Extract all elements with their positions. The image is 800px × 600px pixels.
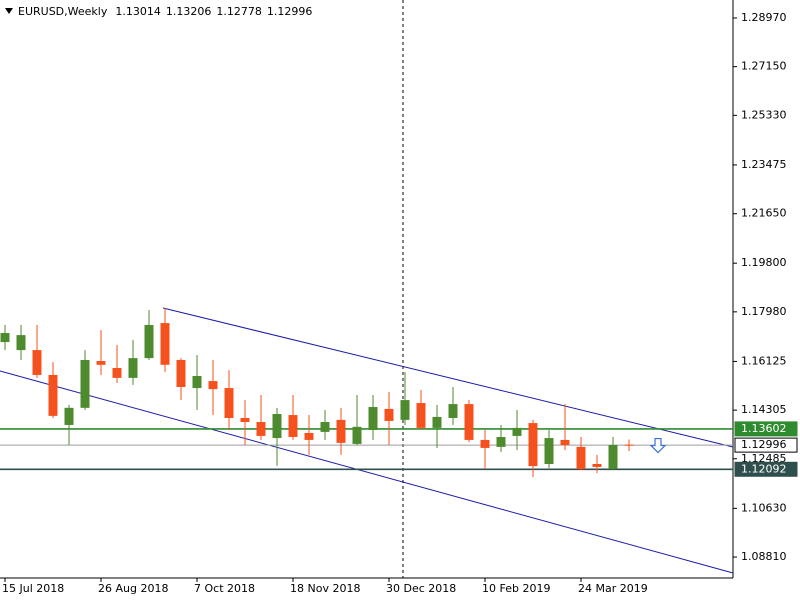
trendline: [0, 370, 734, 574]
candle-body: [624, 444, 634, 446]
candle-body: [352, 426, 362, 444]
candle-body: [528, 423, 538, 467]
x-tick-label: 26 Aug 2018: [98, 582, 168, 595]
candle-body: [592, 463, 602, 467]
chart-title: EURUSD,Weekly: [18, 5, 108, 18]
candle-body: [96, 361, 106, 365]
candle-body: [16, 335, 26, 351]
candle-body: [192, 376, 202, 389]
x-tick-label: 10 Feb 2019: [482, 582, 550, 595]
candle-body: [448, 404, 458, 418]
y-tick-label: 1.27150: [741, 60, 787, 73]
price-level-label: 1.12092: [741, 462, 787, 475]
candle-body: [80, 359, 90, 408]
candle-body: [320, 422, 330, 432]
y-tick-label: 1.23475: [741, 158, 787, 171]
candle-body: [144, 324, 154, 359]
price-level-box: [734, 437, 798, 453]
signal-arrow: [649, 437, 667, 454]
candle-body: [480, 439, 490, 448]
trendline: [162, 307, 734, 448]
y-tick-label: 1.10630: [741, 501, 787, 514]
x-tick-label: 30 Dec 2018: [386, 582, 456, 595]
header-price: 1.13206: [166, 5, 212, 18]
header-price: 1.13014: [115, 5, 161, 18]
y-tick-label: 1.08810: [741, 550, 787, 563]
price-level-box: [734, 461, 798, 477]
price-level-label: 1.12996: [741, 438, 787, 451]
symbol-menu-arrow[interactable]: [5, 8, 13, 14]
candle-body: [256, 422, 266, 436]
candle-body: [432, 416, 442, 428]
candle-body: [0, 332, 10, 343]
candle-body: [208, 381, 218, 390]
candle-body: [48, 374, 58, 416]
header-price: 1.12996: [267, 5, 313, 18]
candle-body: [336, 419, 346, 443]
price-level-box: [734, 421, 798, 437]
candle-body: [176, 359, 186, 387]
x-tick-label: 24 Mar 2019: [578, 582, 648, 595]
candle-body: [512, 427, 522, 436]
candle-body: [368, 407, 378, 431]
y-tick-label: 1.14305: [741, 403, 787, 416]
x-tick-label: 15 Jul 2018: [2, 582, 64, 595]
candle-body: [240, 417, 250, 423]
y-tick-label: 1.25330: [741, 108, 787, 121]
candle-body: [160, 323, 170, 365]
candle-body: [416, 403, 426, 428]
x-tick-label: 7 Oct 2018: [194, 582, 255, 595]
y-tick-label: 1.12485: [741, 452, 787, 465]
candle-body: [112, 367, 122, 378]
candle-body: [544, 438, 554, 464]
candle-body: [576, 446, 586, 470]
candle-body: [304, 432, 314, 440]
y-tick-label: 1.16125: [741, 354, 787, 367]
y-tick-label: 1.21650: [741, 207, 787, 220]
candle-body: [32, 350, 42, 375]
y-tick-label: 1.28970: [741, 11, 787, 24]
price-level-label: 1.13602: [741, 422, 787, 435]
candle-body: [384, 408, 394, 421]
candle-body: [400, 400, 410, 420]
candle-body: [608, 445, 618, 470]
y-tick-label: 1.19800: [741, 256, 787, 269]
candle-body: [272, 413, 282, 439]
candle-body: [224, 388, 234, 418]
candle-body: [496, 436, 506, 447]
candle-body: [560, 439, 570, 446]
candle-body: [128, 358, 138, 378]
candle-body: [64, 407, 74, 425]
candle-body: [464, 404, 474, 440]
header-price: 1.12778: [216, 5, 262, 18]
x-tick-label: 18 Nov 2018: [290, 582, 360, 595]
candle-body: [288, 415, 298, 437]
y-tick-label: 1.17980: [741, 305, 787, 318]
